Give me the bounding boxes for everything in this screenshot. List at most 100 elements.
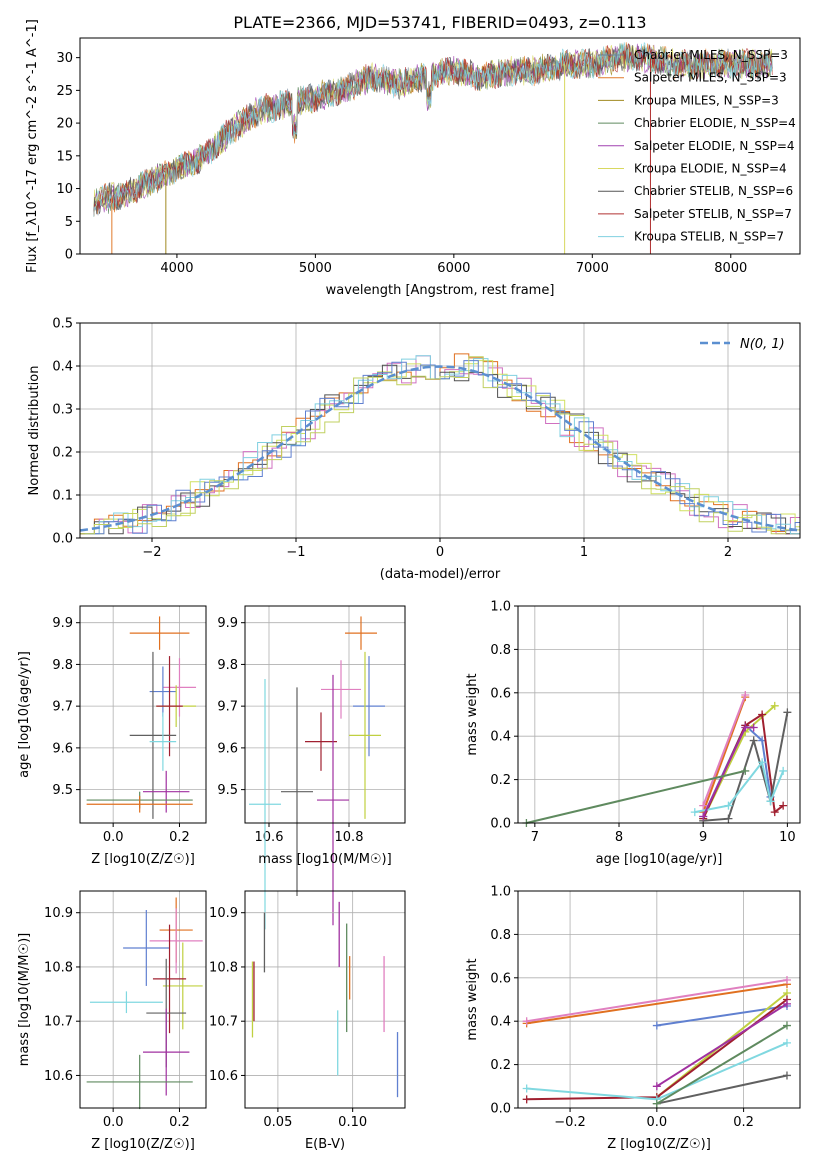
weight-line bbox=[656, 1074, 788, 1105]
x-tick-label: 0.2 bbox=[169, 830, 190, 845]
weight-marker bbox=[779, 766, 788, 775]
axes-frame bbox=[79, 37, 801, 255]
y-axis-label: mass [log10(M/M☉)] bbox=[17, 933, 32, 1066]
legend-entry: Kroupa MILES, N_SSP=3 bbox=[634, 93, 779, 107]
x-tick-label: 10.8 bbox=[335, 830, 364, 845]
y-tick-label: 20 bbox=[56, 117, 73, 132]
y-tick-label: 0.4 bbox=[52, 360, 73, 375]
y-tick-label: 0.4 bbox=[490, 730, 511, 745]
x-axis-label: (data-model)/error bbox=[380, 567, 501, 582]
x-tick-label: −0.2 bbox=[554, 1115, 586, 1130]
weight-marker bbox=[690, 808, 699, 817]
weight-marker bbox=[699, 801, 708, 810]
weight-line bbox=[702, 696, 747, 813]
x-tick-label: 4000 bbox=[160, 261, 193, 276]
legend-entry: Salpeter ELODIE, N_SSP=4 bbox=[634, 139, 795, 153]
axes-frame bbox=[517, 605, 801, 824]
y-tick-label: 9.8 bbox=[217, 658, 238, 673]
weight-line bbox=[656, 1002, 788, 1088]
x-tick-label: 0.0 bbox=[103, 1115, 124, 1130]
normal-curve bbox=[79, 365, 801, 532]
weight-marker bbox=[770, 701, 779, 710]
y-tick-label: 9.9 bbox=[217, 616, 238, 631]
axes-frame bbox=[79, 605, 207, 824]
y-tick-label: 0 bbox=[65, 248, 73, 263]
y-tick-label: 10.6 bbox=[44, 1069, 73, 1084]
y-tick-label: 0.6 bbox=[490, 686, 511, 701]
mass-vs-z-panel: 0.0 0.2 10.6 10.7 10.8 10.9 Z [log10(Z/Z☉)] mas… bbox=[17, 890, 207, 1152]
axes-frame bbox=[244, 605, 406, 824]
axes-frame bbox=[244, 890, 406, 1109]
y-tick-label: 25 bbox=[56, 84, 73, 99]
weight-marker bbox=[782, 999, 791, 1008]
weight-marker bbox=[770, 808, 779, 817]
legend-entry: Salpeter STELIB, N_SSP=7 bbox=[634, 207, 792, 221]
x-tick-label: 0.2 bbox=[169, 1115, 190, 1130]
chart-title: PLATE=2366, MJD=53741, FIBERID=0493, z=0… bbox=[233, 13, 646, 32]
legend-entry: Salpeter MILES, N_SSP=3 bbox=[634, 71, 787, 85]
weight-line bbox=[702, 694, 747, 806]
axes-frame bbox=[79, 322, 801, 539]
legend-entry: Chabrier MILES, N_SSP=3 bbox=[634, 48, 788, 62]
y-tick-label: 0.5 bbox=[52, 317, 73, 332]
y-axis-label: mass weight bbox=[465, 958, 480, 1040]
y-tick-label: 10 bbox=[56, 182, 73, 197]
weight-marker bbox=[758, 710, 767, 719]
y-tick-label: 10.9 bbox=[209, 906, 238, 921]
y-tick-label: 0.2 bbox=[490, 773, 511, 788]
weight-marker bbox=[699, 812, 708, 821]
y-tick-label: 1.0 bbox=[490, 600, 511, 615]
y-tick-label: 0.6 bbox=[490, 971, 511, 986]
y-tick-label: 9.9 bbox=[52, 616, 73, 631]
y-tick-label: 9.8 bbox=[52, 658, 73, 673]
y-tick-label: 0.0 bbox=[490, 1102, 511, 1117]
y-tick-label: 10.6 bbox=[209, 1069, 238, 1084]
x-axis-label: mass [log10(M/M☉)] bbox=[258, 852, 391, 867]
x-axis-label: Z [log10(Z/Z☉)] bbox=[91, 852, 195, 867]
weight-marker bbox=[741, 766, 750, 775]
weight-marker bbox=[782, 975, 791, 984]
y-axis-label: Normed distribution bbox=[27, 366, 42, 496]
x-tick-label: 1 bbox=[580, 545, 588, 560]
y-tick-label: 0.4 bbox=[490, 1015, 511, 1030]
age-vs-z-panel: 0.0 0.2 9.5 9.6 9.7 9.8 9.9 Z [log10(Z/Z☉)] age … bbox=[17, 605, 207, 867]
legend-entry: N(0, 1) bbox=[740, 337, 785, 352]
y-tick-label: 10.8 bbox=[209, 960, 238, 975]
y-tick-label: 0.2 bbox=[52, 446, 73, 461]
y-axis-label: age [log10(age/yr)] bbox=[17, 651, 32, 778]
x-tick-label: 5000 bbox=[299, 261, 332, 276]
y-tick-label: 9.6 bbox=[217, 741, 238, 756]
weight-marker bbox=[741, 723, 750, 732]
x-tick-label: −1 bbox=[286, 545, 305, 560]
y-tick-label: 15 bbox=[56, 149, 73, 164]
y-tick-label: 0.8 bbox=[490, 643, 511, 658]
weight-marker bbox=[652, 1099, 661, 1108]
y-tick-label: 10.8 bbox=[44, 960, 73, 975]
weight-marker bbox=[724, 801, 733, 810]
axes-frame bbox=[79, 890, 207, 1109]
y-axis-label: Flux [f_λ10^-17 erg cm^-2 s^-1 A^-1] bbox=[25, 19, 40, 273]
x-tick-label: 8000 bbox=[714, 261, 747, 276]
x-axis-label: age [log10(age/yr)] bbox=[596, 852, 723, 867]
x-tick-label: 6000 bbox=[437, 261, 470, 276]
y-tick-label: 9.7 bbox=[52, 700, 73, 715]
y-tick-label: 0.8 bbox=[490, 928, 511, 943]
x-tick-label: 9 bbox=[699, 830, 707, 845]
y-tick-label: 9.5 bbox=[217, 783, 238, 798]
weight-line bbox=[526, 983, 788, 1025]
y-tick-label: 0.0 bbox=[52, 532, 73, 547]
weight-marker bbox=[522, 1095, 531, 1104]
x-tick-label: 7 bbox=[531, 830, 539, 845]
weight-line bbox=[656, 1024, 788, 1105]
spectrum-panel: 4000 5000 6000 7000 8000 0 5 10 15 20 25 30 waveleng… bbox=[25, 19, 801, 298]
x-tick-label: 0.0 bbox=[103, 830, 124, 845]
weight-line bbox=[702, 723, 772, 817]
y-tick-label: 0.2 bbox=[490, 1058, 511, 1073]
x-tick-label: 0.2 bbox=[733, 1115, 754, 1130]
y-tick-label: 9.5 bbox=[52, 783, 73, 798]
x-tick-label: 2 bbox=[724, 545, 732, 560]
age-vs-mass-panel: 10.6 10.8 9.5 9.6 9.7 9.8 9.9 mass [log10(M/M☉)… bbox=[217, 605, 406, 930]
y-tick-label: 10.7 bbox=[44, 1015, 73, 1030]
weight-marker bbox=[783, 708, 792, 717]
